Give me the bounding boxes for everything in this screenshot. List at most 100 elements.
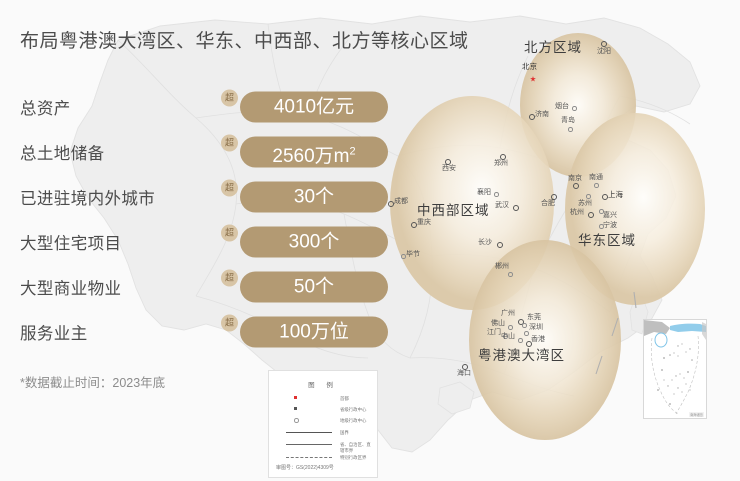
city-dot-wuhan (513, 205, 519, 211)
city-label-beijing: 北京 (522, 62, 537, 71)
city-dot-suzhou (586, 194, 591, 199)
city-dot-zhongshan (518, 338, 523, 343)
legend-item-label: 国界 (340, 430, 349, 435)
city-label-dongguan: 东莞 (527, 314, 541, 321)
inset-map-caption: 南海诸岛 (689, 412, 704, 417)
city-label-jiangmen: 江门 (487, 329, 501, 336)
thin-line-icon (286, 444, 332, 445)
capital-marker-icon (530, 76, 536, 82)
city-dot-shenyang (601, 41, 607, 47)
city-label-haikou: 海口 (457, 370, 471, 377)
page-title: 布局粤港澳大湾区、华东、中西部、北方等核心区域 (20, 31, 469, 52)
city-label-hongkong: 香港 (531, 336, 545, 343)
city-dot-ningbo (599, 224, 604, 229)
city-label-suzhou: 苏州 (578, 200, 592, 207)
light-dot-icon (294, 418, 299, 423)
city-dot-nanjing (573, 183, 579, 189)
city-label-foshan: 佛山 (491, 320, 505, 327)
city-label-yantai: 烟台 (555, 103, 569, 110)
region-label-north[interactable]: 北方区域 (524, 40, 582, 55)
city-label-chongqing: 重庆 (417, 219, 431, 226)
legend-item-label: 省、自治区、直辖市界 (340, 442, 371, 453)
stat-label-cities-entered: 已进驻境内外城市 (20, 189, 156, 208)
city-dot-hongkong (526, 341, 532, 347)
city-label-shanghai: 上海 (608, 190, 623, 199)
sea-boundary-marks (595, 291, 637, 375)
stat-value-total-assets: 4010亿元 (240, 91, 388, 122)
stat-row: 总土地储备 超 2560万m2 (0, 129, 400, 174)
city-label-jiaxing: 嘉兴 (603, 212, 617, 219)
dark-dot-icon (294, 407, 297, 410)
city-dot-jiaxing (599, 209, 604, 214)
stat-row: 大型商业物业 超 50个 (0, 264, 400, 309)
city-label-nanjing: 南京 (568, 175, 582, 182)
city-label-chenzhou: 郴州 (495, 263, 509, 270)
city-dot-jiangmen (503, 334, 508, 339)
city-label-zhongshan: 中山 (501, 333, 515, 340)
city-label-ningbo: 宁波 (603, 222, 617, 229)
city-label-xiangyang: 襄阳 (477, 189, 491, 196)
legend-item-national-border: 国界 (278, 429, 371, 440)
region-label-east[interactable]: 华东区域 (578, 233, 636, 248)
legend-item-label: 省级行政中心 (340, 407, 367, 412)
stat-row: 大型住宅项目 超 300个 (0, 219, 400, 264)
region-label-central-west[interactable]: 中西部区域 (417, 203, 490, 218)
stat-badge-icon: 超 (221, 134, 238, 151)
legend-item-capital: 首都 (278, 395, 371, 406)
city-label-changsha: 长沙 (478, 239, 492, 246)
city-dot-nantong (594, 183, 599, 188)
stat-value-cities-entered: 30个 (240, 181, 388, 212)
stat-badge-icon: 超 (221, 269, 238, 286)
stat-row: 已进驻境内外城市 超 30个 (0, 174, 400, 219)
legend-item-prefecture-center: 地级行政中心 (278, 417, 371, 428)
stat-value-main: 2560万m (272, 145, 350, 167)
data-cutoff-footnote: *数据截止时间：2023年底 (20, 376, 166, 390)
city-dot-zhengzhou (500, 154, 506, 160)
stat-badge-icon: 超 (221, 224, 238, 241)
city-dot-xiangyang (494, 192, 499, 197)
legend-title: 图 例 (308, 382, 338, 389)
city-dot-hangzhou (588, 212, 594, 218)
bubble-east (565, 113, 705, 305)
stat-value-owners-served: 100万位 (240, 316, 388, 347)
red-dot-icon (294, 396, 297, 399)
city-label-hefei: 合肥 (541, 200, 555, 207)
map-legend: 图 例 首都 省级行政中心 地级行政中心 国界 省、自治区、直辖市界 特别行政区… (268, 370, 378, 478)
legend-item-sar-border: 特别行政区界 (278, 454, 371, 465)
city-dot-xian (445, 159, 451, 165)
city-dot-chongqing (411, 222, 417, 228)
legend-item-label: 地级行政中心 (340, 418, 367, 423)
stat-label-land-reserve: 总土地储备 (20, 144, 105, 163)
stat-value-commercial-properties: 50个 (240, 271, 388, 302)
region-label-greater-bay[interactable]: 粤港澳大湾区 (478, 348, 565, 363)
stat-badge-icon: 超 (221, 89, 238, 106)
city-label-bijie: 毕节 (406, 251, 420, 258)
solid-line-icon (286, 432, 332, 433)
city-dot-haikou (462, 364, 468, 370)
city-label-chengdu: 成都 (394, 198, 408, 205)
bubble-greater-bay (469, 240, 621, 440)
stat-label-residential-projects: 大型住宅项目 (20, 234, 122, 253)
city-dot-dongguan (522, 323, 527, 328)
city-label-hangzhou: 杭州 (570, 209, 584, 216)
stat-label-total-assets: 总资产 (20, 99, 71, 118)
stat-row: 总资产 超 4010亿元 (0, 84, 400, 129)
stat-row: 服务业主 超 100万位 (0, 309, 400, 354)
city-label-shenzhen: 深圳 (529, 324, 543, 331)
city-label-qingdao: 青岛 (561, 117, 575, 124)
city-label-xian: 西安 (442, 165, 456, 172)
south-china-sea-inset-map: 南海诸岛 (643, 319, 707, 419)
city-dot-guangzhou (518, 319, 524, 325)
stat-value-superscript: 2 (349, 145, 356, 157)
stat-value-land-reserve: 2560万m2 (240, 136, 388, 167)
stat-label-owners-served: 服务业主 (20, 324, 88, 343)
stat-label-commercial-properties: 大型商业物业 (20, 279, 122, 298)
legend-item-province-border: 省、自治区、直辖市界 (278, 441, 371, 453)
city-dot-shanghai (602, 194, 608, 200)
city-dot-hefei (551, 194, 557, 200)
city-label-zhengzhou: 郑州 (494, 160, 508, 167)
city-dot-qingdao (568, 127, 573, 132)
statistics-list: 总资产 超 4010亿元 总土地储备 超 2560万m2 已进驻境内外城市 超 … (0, 84, 400, 354)
legend-approval-number: 审图号：GS(2022)4309号 (276, 465, 334, 471)
